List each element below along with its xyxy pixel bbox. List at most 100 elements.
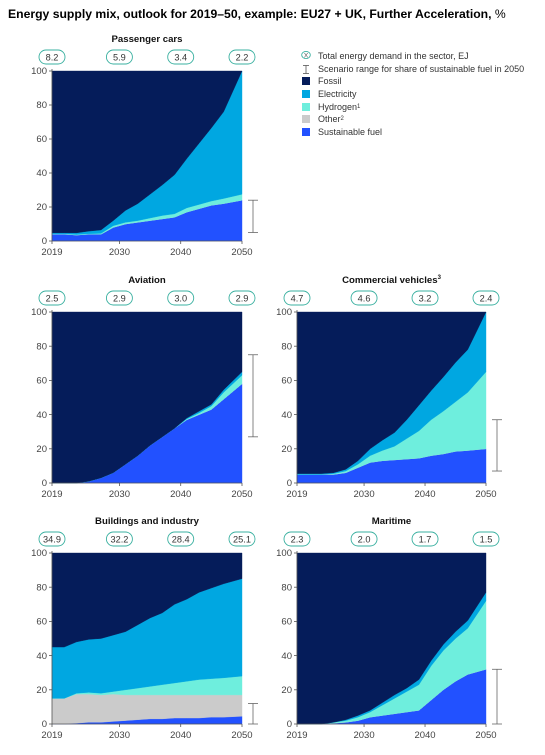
demand-bubble <box>350 531 378 547</box>
x-tick-label: 2050 <box>231 730 252 741</box>
chart-title: Maritime <box>372 516 411 527</box>
demand-value: 32.2 <box>110 534 128 544</box>
title-text: Energy supply mix, outlook for 2019–50, … <box>8 7 492 21</box>
demand-value: 2.9 <box>113 293 126 303</box>
demand-bubble <box>105 531 133 547</box>
demand-bubble <box>411 290 439 306</box>
y-tick-label: 80 <box>36 582 47 593</box>
chart-title: Commercial vehicles3 <box>342 275 441 286</box>
y-tick-label: 0 <box>42 478 47 489</box>
demand-bubble <box>105 49 133 65</box>
demand-value: 1.5 <box>480 534 493 544</box>
x-tick-label: 2040 <box>414 489 435 500</box>
y-tick-label: 100 <box>31 307 47 318</box>
demand-value: 3.4 <box>174 52 187 62</box>
title-unit: % <box>494 7 506 21</box>
legend-range-label: Scenario range for share of sustainable … <box>318 63 525 74</box>
legend-sustainable-label: Sustainable fuel <box>318 126 383 137</box>
fossil-area <box>51 552 243 648</box>
demand-bubble <box>228 531 256 547</box>
chart-title: Buildings and industry <box>95 516 200 527</box>
other-swatch <box>302 115 310 124</box>
x-tick-label: 2019 <box>41 247 62 258</box>
page-title: Energy supply mix, outlook for 2019–50, … <box>8 7 506 21</box>
x-tick-label: 2040 <box>170 489 191 500</box>
y-tick-label: 60 <box>281 617 292 628</box>
y-tick-label: 40 <box>36 168 47 179</box>
demand-value: 2.4 <box>480 293 493 303</box>
x-tick-label: 2030 <box>109 730 130 741</box>
demand-value: 3.0 <box>174 293 187 303</box>
demand-bubble <box>38 531 66 547</box>
y-tick-label: 0 <box>42 236 47 247</box>
demand-bubble <box>411 531 439 547</box>
y-tick-label: 80 <box>281 582 292 593</box>
y-tick-label: 20 <box>36 685 47 696</box>
demand-marker-icon: X <box>301 50 311 62</box>
y-tick-label: 60 <box>36 376 47 387</box>
demand-value: 4.7 <box>291 293 304 303</box>
x-tick-label: 2050 <box>475 489 496 500</box>
x-tick-label: 2019 <box>41 730 62 741</box>
legend-other-label: Other <box>318 114 341 125</box>
y-tick-label: 100 <box>31 548 47 559</box>
demand-value: 2.0 <box>358 534 371 544</box>
y-tick-label: 100 <box>276 307 292 318</box>
demand-bubble <box>283 290 311 306</box>
hydrogen-footnote: 1 <box>357 103 361 110</box>
x-tick-label: 2019 <box>286 730 307 741</box>
demand-bubble <box>105 290 133 306</box>
y-tick-label: 40 <box>281 410 292 421</box>
y-tick-label: 80 <box>36 100 47 111</box>
x-tick-label: 2030 <box>353 730 374 741</box>
demand-bubble <box>167 49 195 65</box>
y-tick-label: 60 <box>281 376 292 387</box>
fossil-area <box>51 311 243 484</box>
range-bracket-icon <box>301 64 311 74</box>
legend-fossil: Fossil <box>301 75 524 88</box>
y-tick-label: 80 <box>36 341 47 352</box>
demand-value: 4.6 <box>358 293 371 303</box>
demand-bubble <box>228 49 256 65</box>
x-tick-label: 2040 <box>414 730 435 741</box>
y-tick-label: 20 <box>36 202 47 213</box>
demand-bubble <box>472 290 500 306</box>
demand-value: 28.4 <box>172 534 190 544</box>
demand-value: 2.9 <box>236 293 249 303</box>
demand-bubble <box>472 531 500 547</box>
y-tick-label: 80 <box>281 341 292 352</box>
y-tick-label: 40 <box>281 651 292 662</box>
x-tick-label: 2019 <box>286 489 307 500</box>
chart-title-footnote: 3 <box>438 275 442 281</box>
demand-bubble <box>350 290 378 306</box>
y-tick-label: 0 <box>42 719 47 730</box>
demand-bubble <box>228 290 256 306</box>
legend-electricity-label: Electricity <box>318 89 357 100</box>
hydrogen-swatch <box>302 102 310 111</box>
x-tick-label: 2019 <box>41 489 62 500</box>
other-footnote: 2 <box>340 116 344 123</box>
demand-value: 34.9 <box>43 534 61 544</box>
demand-value: 2.2 <box>236 52 249 62</box>
demand-value: 25.1 <box>233 534 251 544</box>
legend-sustainable: Sustainable fuel <box>301 126 524 139</box>
x-tick-label: 2050 <box>231 247 252 258</box>
x-tick-label: 2040 <box>170 247 191 258</box>
legend-hydrogen: Hydrogen 1 <box>301 100 524 113</box>
y-tick-label: 100 <box>276 548 292 559</box>
demand-bubble <box>38 49 66 65</box>
y-tick-label: 20 <box>281 444 292 455</box>
x-tick-label: 2030 <box>109 489 130 500</box>
legend-range: Scenario range for share of sustainable … <box>301 63 524 76</box>
fossil-swatch <box>302 77 310 86</box>
y-tick-label: 100 <box>31 66 47 77</box>
demand-bubble <box>283 531 311 547</box>
y-tick-label: 60 <box>36 134 47 145</box>
legend-demand: X Total energy demand in the sector, EJ <box>301 50 524 63</box>
electricity-swatch <box>302 90 310 99</box>
